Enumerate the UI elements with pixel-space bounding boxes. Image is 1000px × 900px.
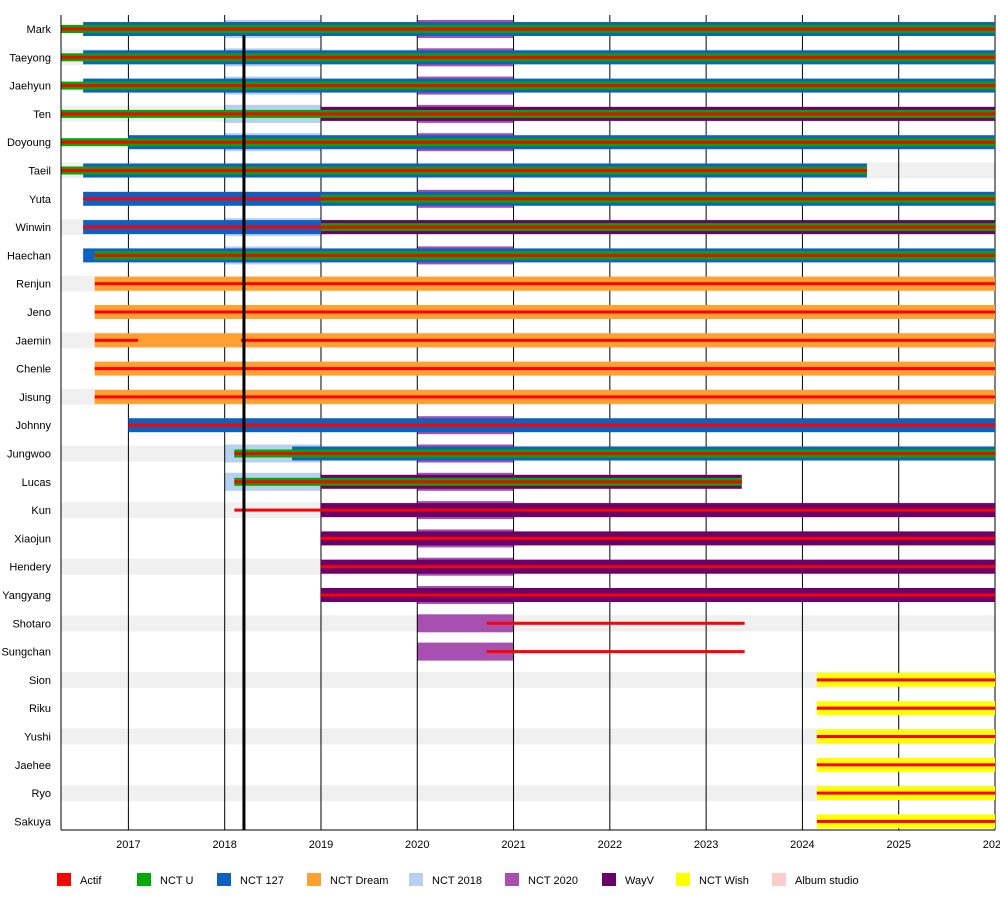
member-label-riku: Riku bbox=[29, 703, 51, 715]
active-line-xiaojun-19 bbox=[320, 536, 995, 540]
active-line-johnny-15 bbox=[128, 423, 995, 427]
member-label-hendery: Hendery bbox=[9, 562, 51, 574]
legend-label-actif: Actif bbox=[80, 875, 102, 887]
active-line-taeil-5 bbox=[61, 169, 867, 172]
active-line-sakuya-29 bbox=[816, 819, 995, 823]
legend-swatch-dream bbox=[307, 873, 321, 886]
active-line-yushi-26 bbox=[816, 735, 995, 738]
member-label-mark: Mark bbox=[27, 24, 52, 36]
member-label-jaehee: Jaehee bbox=[15, 760, 51, 772]
active-line-jaemin-12 bbox=[241, 338, 995, 342]
active-line-jaehyun-2 bbox=[61, 84, 995, 88]
member-label-kun: Kun bbox=[31, 505, 51, 517]
member-label-yuta: Yuta bbox=[29, 194, 52, 206]
legend-swatch-wayv bbox=[602, 873, 616, 886]
legend-label-wish: NCT Wish bbox=[699, 875, 749, 887]
active-line-yuta-6 bbox=[83, 197, 996, 201]
member-label-johnny: Johnny bbox=[16, 420, 52, 432]
member-label-ryo: Ryo bbox=[31, 788, 51, 800]
member-label-shotaro: Shotaro bbox=[12, 618, 51, 630]
year-label-2023: 2023 bbox=[694, 839, 718, 851]
year-label-2025: 2025 bbox=[886, 839, 910, 851]
year-tick-labels: 2017 2018 2019 2020 2021 2022 2023 2024 2025 2026 bbox=[116, 839, 1000, 851]
active-lines bbox=[61, 27, 996, 823]
active-line-riku-25 bbox=[816, 706, 995, 710]
legend-swatch-nct2018 bbox=[409, 873, 423, 886]
legend-label-nct127: NCT 127 bbox=[240, 875, 284, 887]
member-label-lucas: Lucas bbox=[22, 477, 52, 489]
year-label-2017: 2017 bbox=[116, 839, 140, 851]
active-line-jungwoo-16 bbox=[234, 452, 995, 455]
member-label-jungwoo: Jungwoo bbox=[7, 449, 51, 461]
active-line-sion-24 bbox=[816, 678, 995, 682]
member-label-yushi: Yushi bbox=[24, 732, 51, 744]
active-line-mark-0 bbox=[61, 27, 995, 31]
legend-label-nctu: NCT U bbox=[160, 875, 193, 887]
member-label-sion: Sion bbox=[29, 675, 51, 687]
active-line-ryo-28 bbox=[816, 791, 995, 795]
active-line-jisung-14 bbox=[94, 395, 995, 399]
member-label-jisung: Jisung bbox=[19, 392, 51, 404]
axes bbox=[60, 15, 995, 831]
legend-swatch-actif bbox=[57, 873, 71, 886]
active-line-haechan-8 bbox=[94, 253, 995, 257]
legend-swatch-wish bbox=[676, 873, 690, 886]
active-line-jeno-10 bbox=[94, 310, 995, 314]
year-label-2020: 2020 bbox=[405, 839, 429, 851]
legend-swatch-nctu bbox=[137, 873, 151, 886]
member-label-doyoung: Doyoung bbox=[7, 137, 51, 149]
member-label-renjun: Renjun bbox=[16, 279, 51, 291]
legend: Actif NCT U NCT 127 NCT Dream NCT 2018 NCT 20… bbox=[57, 873, 859, 887]
year-label-2018: 2018 bbox=[212, 839, 236, 851]
active-line-chenle-13 bbox=[94, 367, 995, 371]
active-line-shotaro-22 bbox=[486, 621, 745, 625]
legend-label-album: Album studio bbox=[795, 875, 859, 887]
active-line-yangyang-21 bbox=[320, 593, 995, 597]
active-line-jaemin-11 bbox=[94, 338, 139, 342]
legend-label-nct2018: NCT 2018 bbox=[432, 875, 482, 887]
year-label-2019: 2019 bbox=[309, 839, 333, 851]
active-line-renjun-9 bbox=[94, 282, 995, 286]
row-stripe-yushi bbox=[61, 728, 995, 745]
row-stripe-sion bbox=[61, 671, 995, 688]
row-stripe-ryo bbox=[61, 785, 995, 802]
legend-label-nct2020: NCT 2020 bbox=[528, 875, 578, 887]
year-label-2021: 2021 bbox=[501, 839, 525, 851]
active-line-doyoung-4 bbox=[61, 140, 995, 144]
member-label-haechan: Haechan bbox=[7, 250, 51, 262]
legend-swatch-nct2020 bbox=[505, 873, 519, 886]
project-bar-nct2020-shotaro bbox=[417, 614, 514, 633]
member-label-xiaojun: Xiaojun bbox=[14, 533, 51, 545]
member-label-sungchan: Sungchan bbox=[1, 647, 51, 659]
active-line-winwin-7 bbox=[83, 225, 996, 229]
project-bar-nct2020-sungchan bbox=[417, 642, 514, 661]
member-label-jaemin: Jaemin bbox=[16, 335, 51, 347]
year-label-2022: 2022 bbox=[598, 839, 622, 851]
year-label-2026: 2026 bbox=[983, 839, 1000, 851]
member-label-taeil: Taeil bbox=[28, 166, 51, 178]
active-line-lucas-17 bbox=[234, 480, 742, 484]
active-line-ten-3 bbox=[61, 112, 995, 116]
member-label-sakuya: Sakuya bbox=[14, 816, 52, 828]
active-line-sungchan-23 bbox=[486, 650, 745, 654]
active-line-hendery-20 bbox=[320, 565, 995, 569]
member-label-taeyong: Taeyong bbox=[9, 52, 51, 64]
member-label-chenle: Chenle bbox=[16, 364, 51, 376]
member-label-winwin: Winwin bbox=[16, 222, 51, 234]
member-label-jaehyun: Jaehyun bbox=[9, 81, 51, 93]
active-line-kun-18 bbox=[234, 508, 995, 512]
legend-label-wayv: WayV bbox=[625, 875, 655, 887]
year-label-2024: 2024 bbox=[790, 839, 814, 851]
member-label-ten: Ten bbox=[33, 109, 51, 121]
member-labels: Mark Taeyong Jaehyun Ten Doyoung Taeil Yuta Win… bbox=[1, 24, 51, 828]
legend-label-dream: NCT Dream bbox=[330, 875, 388, 887]
member-label-jeno: Jeno bbox=[27, 307, 51, 319]
legend-swatch-nct127 bbox=[217, 873, 231, 886]
active-line-jaehee-27 bbox=[816, 763, 995, 767]
legend-swatch-album bbox=[772, 873, 786, 886]
member-label-yangyang: Yangyang bbox=[2, 590, 51, 602]
active-line-taeyong-1 bbox=[61, 55, 995, 59]
